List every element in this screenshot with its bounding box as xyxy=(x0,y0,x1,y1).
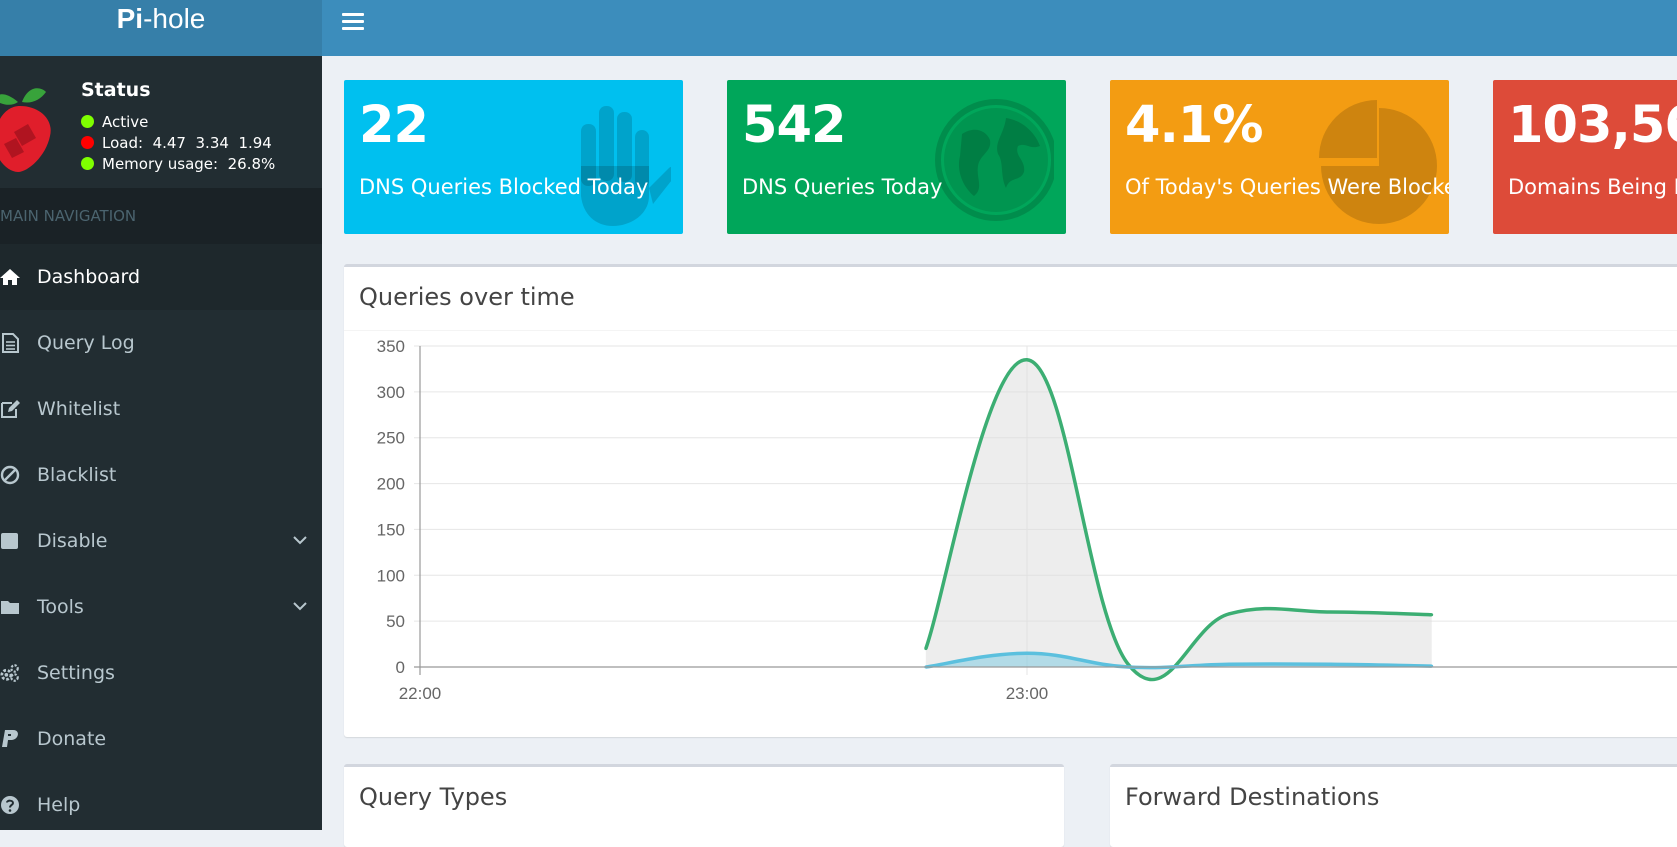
home-icon xyxy=(0,269,20,285)
panel-title-query-types: Query Types xyxy=(359,783,508,811)
series-0-point xyxy=(924,647,928,651)
ban-icon xyxy=(0,465,20,485)
y-tick-label: 0 xyxy=(396,658,405,677)
stat-label-total: DNS Queries Today xyxy=(742,175,943,199)
queries-over-time-panel: Queries over time 350 300 250 200 150 100 50 0 2… xyxy=(344,264,1677,737)
queries-over-time-chart: 350 300 250 200 150 100 50 0 22:00 23:00 xyxy=(377,337,1677,703)
sidebar-label-query-log: Query Log xyxy=(37,332,135,354)
gears-icon xyxy=(0,664,19,682)
sidebar-label-dashboard: Dashboard xyxy=(37,266,141,288)
pie-chart-icon xyxy=(1319,100,1437,224)
chevron-down-icon xyxy=(293,536,307,545)
globe-icon xyxy=(935,99,1054,221)
stat-label-domains: Domains Being Blo xyxy=(1508,175,1677,199)
sidebar-label-blacklist: Blacklist xyxy=(37,464,117,486)
sidebar-label-tools: Tools xyxy=(37,596,84,618)
file-text-icon xyxy=(2,333,19,353)
panel-divider xyxy=(344,330,1677,331)
sidebar: Status Active Load: 4.47 3.34 1.94 Memor… xyxy=(0,56,322,830)
panel-title-forward-destinations: Forward Destinations xyxy=(1125,783,1380,811)
y-tick-label: 300 xyxy=(377,383,405,402)
series-0-point xyxy=(1227,612,1231,616)
sidebar-item-query-log[interactable]: Query Log xyxy=(0,310,322,376)
top-navbar xyxy=(322,0,1677,56)
folder-icon xyxy=(1,601,19,614)
main-navigation-header: MAIN NAVIGATION xyxy=(0,188,322,244)
status-green-dot-icon xyxy=(81,115,94,128)
stat-number-blocked: 22 xyxy=(359,96,429,155)
x-tick-label: 22:00 xyxy=(399,684,442,703)
series-1-point xyxy=(1329,662,1332,666)
stat-number-domains: 103,56 xyxy=(1508,96,1677,155)
y-tick-label: 150 xyxy=(377,520,405,539)
stat-box-percent: 4.1% Of Today's Queries Were Blocked xyxy=(1110,80,1449,234)
status-panel: Status Active Load: 4.47 3.34 1.94 Memor… xyxy=(0,56,322,188)
sidebar-label-help: Help xyxy=(37,794,81,816)
y-tick-label: 100 xyxy=(377,566,405,585)
status-load: Load: 4.47 3.34 1.94 xyxy=(81,134,272,152)
status-load-text: Load: 4.47 3.34 1.94 xyxy=(102,134,272,152)
raspberry-logo-icon xyxy=(0,88,51,172)
status-memory-text: Memory usage: 26.8% xyxy=(102,155,276,173)
series-1-point xyxy=(1227,662,1231,666)
status-green-dot-icon xyxy=(81,157,94,170)
stat-number-percent: 4.1% xyxy=(1125,96,1263,155)
edit-icon xyxy=(1,400,20,418)
stat-number-total: 542 xyxy=(742,96,846,155)
panel-title-queries-over-time: Queries over time xyxy=(359,283,575,311)
sidebar-item-donate[interactable]: Donate xyxy=(0,706,322,772)
stat-label-blocked: DNS Queries Blocked Today xyxy=(359,175,649,199)
chart-axes: 350 300 250 200 150 100 50 0 22:00 23:00 xyxy=(377,337,1677,703)
status-red-dot-icon xyxy=(81,136,94,149)
sidebar-item-disable[interactable]: Disable xyxy=(0,508,322,574)
sidebar-item-blacklist[interactable]: Blacklist xyxy=(0,442,322,508)
status-title: Status xyxy=(81,79,151,101)
stat-box-total: 542 DNS Queries Today xyxy=(727,80,1066,234)
sidebar-label-donate: Donate xyxy=(37,728,107,750)
status-active: Active xyxy=(81,113,148,131)
question-circle-icon xyxy=(1,796,19,814)
sidebar-item-tools[interactable]: Tools xyxy=(0,574,322,640)
y-tick-label: 350 xyxy=(377,337,405,356)
sidebar-label-disable: Disable xyxy=(37,530,108,552)
series-0-area xyxy=(925,359,1432,680)
sidebar-item-help[interactable]: Help xyxy=(0,772,322,838)
status-memory: Memory usage: 26.8% xyxy=(81,155,275,173)
y-tick-label: 200 xyxy=(377,475,405,494)
series-1-area xyxy=(925,653,1432,668)
sidebar-toggle-icon[interactable] xyxy=(342,10,364,30)
series-0-point xyxy=(1430,613,1434,617)
x-tick-label: 23:00 xyxy=(1006,684,1049,703)
forward-destinations-panel: Forward Destinations xyxy=(1110,764,1677,847)
query-types-panel: Query Types xyxy=(344,764,1064,847)
sidebar-item-settings[interactable]: Settings xyxy=(0,640,322,706)
stat-box-domains: 103,56 Domains Being Blo xyxy=(1493,80,1677,234)
series-0-point xyxy=(1025,358,1029,362)
series-0-point xyxy=(1126,662,1130,666)
sidebar-label-settings: Settings xyxy=(37,662,115,684)
paypal-icon xyxy=(2,730,18,747)
series-1-point xyxy=(1025,651,1029,655)
y-tick-label: 250 xyxy=(377,429,405,448)
brand-bold: Pi xyxy=(116,3,144,34)
sidebar-item-dashboard[interactable]: Dashboard xyxy=(0,244,322,310)
pihole-logo-text[interactable]: Pi-hole xyxy=(0,0,322,56)
series-0-point xyxy=(1329,610,1332,614)
sidebar-label-whitelist: Whitelist xyxy=(37,398,121,420)
hand-icon xyxy=(581,106,671,226)
y-tick-label: 50 xyxy=(386,612,405,631)
brand-rest: -hole xyxy=(143,3,206,34)
stat-label-percent: Of Today's Queries Were Blocked xyxy=(1125,175,1449,199)
stat-box-blocked: 22 DNS Queries Blocked Today xyxy=(344,80,683,234)
status-active-text: Active xyxy=(102,113,149,131)
sidebar-item-whitelist[interactable]: Whitelist xyxy=(0,376,322,442)
stop-icon xyxy=(1,533,18,549)
chart-series xyxy=(924,358,1434,682)
chevron-down-icon xyxy=(293,602,307,611)
